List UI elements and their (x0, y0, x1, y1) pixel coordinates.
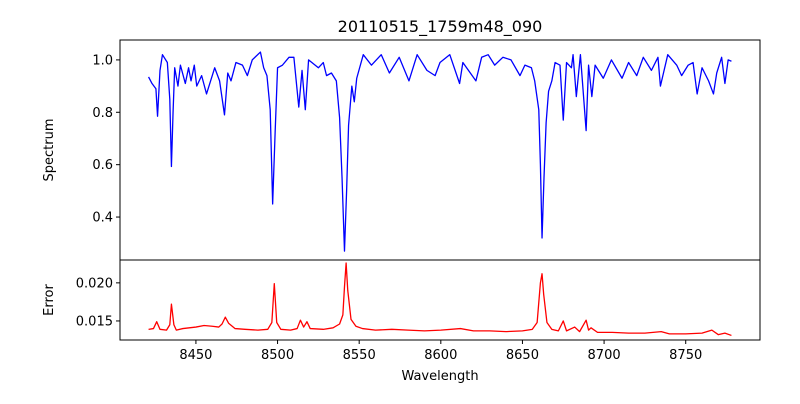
x-tick-label: 8650 (506, 348, 539, 363)
x-axis-label: Wavelength (401, 369, 478, 384)
y-tick-label: 0.8 (92, 106, 113, 121)
axes-frame (119, 259, 761, 341)
error-y-label: Error (42, 284, 57, 316)
chart-title: 20110515_1759m48_090 (338, 17, 543, 37)
spectrum-y-label: Spectrum (42, 119, 57, 182)
x-tick-label: 8750 (669, 348, 702, 363)
x-tick-label: 8500 (261, 348, 294, 363)
error-series-line (148, 262, 732, 337)
error-axes: 0.015 0.020 8450 8500 8550 8600 8650 8700 8750 (76, 259, 761, 363)
y-tick-label: 0.4 (92, 211, 113, 226)
x-tick-label: 8550 (343, 348, 376, 363)
x-tick-label: 8700 (588, 348, 621, 363)
x-tick-label: 8600 (424, 348, 457, 363)
spectrum-series-line (147, 51, 732, 252)
x-tick-label: 8450 (179, 348, 212, 363)
y-tick-label: 0.6 (92, 158, 113, 173)
y-tick-label: 0.015 (76, 314, 113, 329)
y-tick-label: 1.0 (92, 53, 113, 68)
y-tick-label: 0.020 (76, 276, 113, 291)
